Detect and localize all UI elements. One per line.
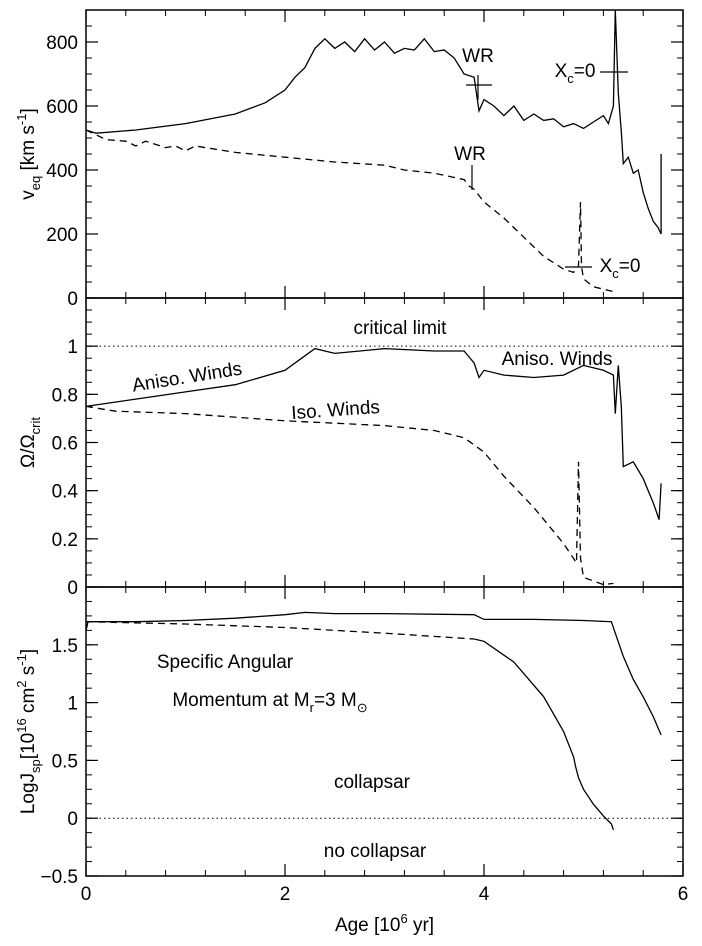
annotation-part: Momentum at M <box>172 690 309 711</box>
annotation-part: X <box>555 61 568 82</box>
annotation-part: Aniso. Winds <box>131 359 244 397</box>
annotation-part: c <box>567 71 574 86</box>
annotation: WR <box>454 144 486 165</box>
annotation: Iso. Winds <box>291 397 381 424</box>
y-axis-label-part: [10 <box>18 733 39 759</box>
data-line <box>85 129 614 293</box>
x-axis-label-part: Age [10 <box>335 915 401 936</box>
annotation-part: =3 M <box>314 690 357 711</box>
y-axis-label-part: v <box>18 190 39 200</box>
y-tick-label: 0 <box>67 289 78 310</box>
x-tick-label: 2 <box>280 884 291 905</box>
y-tick-label: −0.5 <box>40 867 78 888</box>
annotation: Aniso. Winds <box>131 359 244 397</box>
y-axis-label-part: eq <box>28 176 43 190</box>
annotation-part: Aniso. Winds <box>502 349 613 370</box>
annotation: Specific Angular <box>157 652 294 673</box>
y-axis-label-part: LogJ <box>18 773 39 814</box>
data-line <box>85 347 662 520</box>
x-tick-label: 6 <box>678 884 689 905</box>
y-tick-label: 600 <box>46 97 78 118</box>
annotation: Xc=0 <box>555 61 596 86</box>
y-axis-label-part: crit <box>28 417 43 435</box>
x-axis-label-part: yr] <box>408 915 434 936</box>
y-axis-label: Ω/Ωcrit <box>18 417 43 468</box>
annotation-part: WR <box>454 144 486 165</box>
annotation-part: =0 <box>619 256 641 277</box>
y-axis-label-part: [km s <box>18 125 39 176</box>
annotation-part: WR <box>462 46 494 67</box>
annotation-part: Specific Angular <box>157 652 294 673</box>
annotation: no collapsar <box>324 841 427 862</box>
y-axis-label-part: ] <box>18 108 39 113</box>
plot-frame <box>85 586 684 877</box>
y-axis-label-part: cm <box>18 688 39 719</box>
y-axis-label-part: sp <box>28 759 43 773</box>
y-tick-label: 0 <box>67 578 78 599</box>
y-tick-label: 0.6 <box>52 434 78 455</box>
x-tick-label: 4 <box>479 884 490 905</box>
y-tick-label: 400 <box>46 161 78 182</box>
y-axis-label: veq [km s-1] <box>14 108 43 199</box>
data-line <box>85 405 614 586</box>
y-axis-label-part: -1 <box>14 654 29 666</box>
y-axis-label-part: 16 <box>14 718 29 732</box>
data-line <box>473 638 615 831</box>
x-axis-label-part: 6 <box>400 911 407 926</box>
y-tick-label: 0 <box>67 809 78 830</box>
annotation-part: Iso. Winds <box>291 397 381 424</box>
annotation-part: no collapsar <box>324 841 427 862</box>
annotation: Xc=0 <box>600 256 641 281</box>
plot-frame <box>85 9 684 299</box>
annotation-part: r <box>310 700 315 715</box>
y-tick-label: 0.8 <box>52 385 78 406</box>
x-tick-label: 0 <box>81 884 92 905</box>
annotation-part: critical limit <box>354 318 448 339</box>
y-axis-label: LogJsp[1016 cm2 s-1] <box>14 649 43 814</box>
data-line <box>85 611 662 736</box>
annotation: collapsar <box>334 772 411 793</box>
y-tick-label: 0.2 <box>52 530 78 551</box>
y-tick-label: 0.4 <box>52 482 79 503</box>
annotation-part: c <box>612 266 619 281</box>
y-tick-label: 800 <box>46 33 78 54</box>
annotation: Aniso. Winds <box>502 349 613 370</box>
y-tick-label: 0.5 <box>52 751 78 772</box>
plot-frame <box>85 297 684 588</box>
y-tick-label: 1.5 <box>52 636 78 657</box>
y-tick-label: 200 <box>46 225 78 246</box>
annotation: Momentum at Mr=3 M⊙ <box>172 690 367 715</box>
x-axis-label: Age [106 yr] <box>335 911 434 936</box>
annotation: critical limit <box>354 318 448 339</box>
annotation-part: =0 <box>574 61 596 82</box>
y-axis-label-part: ] <box>18 649 39 654</box>
annotation-part: X <box>600 256 613 277</box>
y-axis-label-part: -1 <box>14 114 29 126</box>
annotation: WR <box>462 46 494 67</box>
annotation-part: collapsar <box>334 772 411 793</box>
annotation-part: ⊙ <box>357 700 368 715</box>
data-line <box>85 621 475 640</box>
y-tick-label: 1 <box>67 337 78 358</box>
y-axis-label-part: Ω/Ω <box>18 434 39 468</box>
y-axis-label-part: 2 <box>14 680 29 687</box>
y-axis-label-part: s <box>18 666 39 681</box>
y-tick-label: 1 <box>67 694 78 715</box>
data-line <box>85 9 662 235</box>
